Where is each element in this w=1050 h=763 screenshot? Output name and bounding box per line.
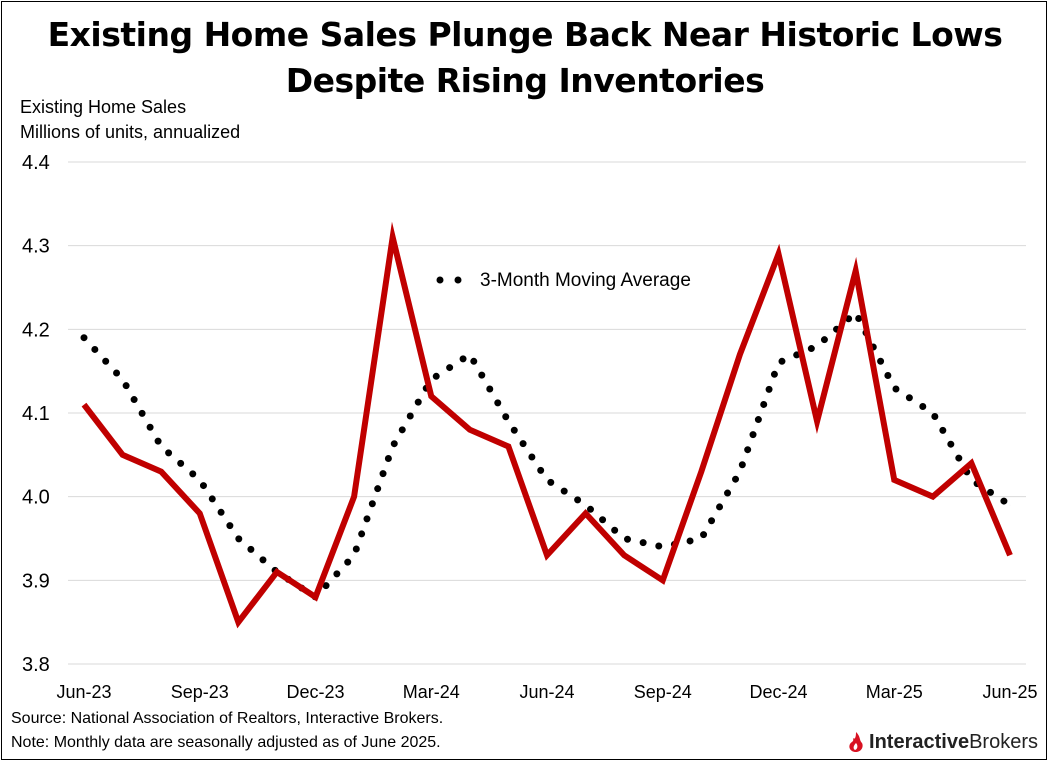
x-tick-label: Jun-23 <box>56 682 111 702</box>
x-tick-label: Jun-24 <box>519 682 574 702</box>
data-note: Note: Monthly data are seasonally adjust… <box>11 734 441 751</box>
title-line-1: Existing Home Sales Plunge Back Near His… <box>47 15 1003 54</box>
series-line-existing-home-sales <box>81 221 1013 629</box>
logo-text-brokers: Brokers <box>969 730 1038 753</box>
x-tick-label: Mar-25 <box>866 682 923 702</box>
source-note: Source: National Association of Realtors… <box>11 710 444 727</box>
y-tick-label: 4.2 <box>22 319 50 341</box>
chart-title: Existing Home Sales Plunge Back Near His… <box>0 12 1050 104</box>
x-tick-label: Dec-24 <box>749 682 807 702</box>
y-tick-label: 3.8 <box>22 654 50 676</box>
y-tick-label: 4.0 <box>22 487 50 509</box>
y-tick-label: 4.4 <box>22 152 50 174</box>
y-axis-label-line-1: Existing Home Sales <box>20 97 187 117</box>
x-tick-label: Jun-25 <box>982 682 1037 702</box>
x-tick-label: Sep-24 <box>634 682 692 702</box>
brokers-flame-icon <box>849 732 863 752</box>
logo-text-interactive: Interactive <box>869 730 970 753</box>
interactive-brokers-logo: Interactive Brokers <box>847 729 1038 755</box>
title-line-2: Despite Rising Inventories <box>285 61 765 100</box>
y-tick-label: 4.3 <box>22 236 50 258</box>
y-tick-label: 4.1 <box>22 403 50 425</box>
x-tick-label: Dec-23 <box>286 682 344 702</box>
x-tick-label: Mar-24 <box>403 682 460 702</box>
y-axis-label-line-2: Millions of units, annualized <box>20 122 241 142</box>
legend-label-moving-average: 3-Month Moving Average <box>480 270 691 291</box>
y-tick-label: 3.9 <box>22 570 50 592</box>
x-tick-label: Sep-23 <box>171 682 229 702</box>
